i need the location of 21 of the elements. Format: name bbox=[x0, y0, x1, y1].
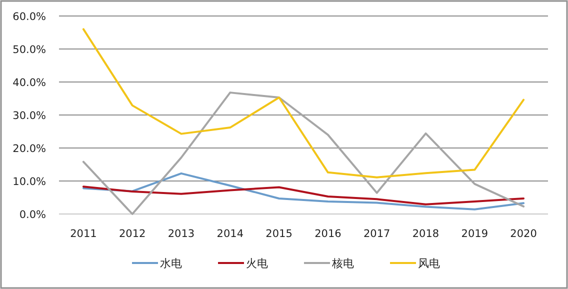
y-tick-label: 60.0% bbox=[12, 11, 46, 23]
y-tick-label: 0.0% bbox=[19, 209, 46, 221]
y-tick-label: 50.0% bbox=[12, 44, 46, 56]
x-tick-label: 2013 bbox=[168, 228, 195, 240]
legend-label: 水电 bbox=[160, 257, 182, 270]
x-tick-label: 2016 bbox=[314, 228, 342, 240]
y-tick-label: 20.0% bbox=[12, 143, 46, 155]
y-tick-label: 10.0% bbox=[12, 176, 46, 188]
y-tick-label: 40.0% bbox=[12, 77, 46, 89]
x-tick-label: 2015 bbox=[266, 228, 292, 240]
x-tick-label: 2014 bbox=[216, 228, 244, 240]
legend-label: 火电 bbox=[246, 257, 268, 270]
x-tick-label: 2020 bbox=[510, 228, 537, 240]
x-tick-label: 2012 bbox=[118, 228, 146, 240]
x-tick-label: 2018 bbox=[412, 228, 440, 240]
legend-label: 风电 bbox=[418, 257, 440, 270]
x-tick-label: 2011 bbox=[70, 228, 97, 240]
y-tick-label: 30.0% bbox=[12, 110, 46, 122]
x-tick-label: 2019 bbox=[461, 228, 488, 240]
x-tick-label: 2017 bbox=[363, 228, 390, 240]
legend-label: 核电 bbox=[331, 257, 354, 270]
